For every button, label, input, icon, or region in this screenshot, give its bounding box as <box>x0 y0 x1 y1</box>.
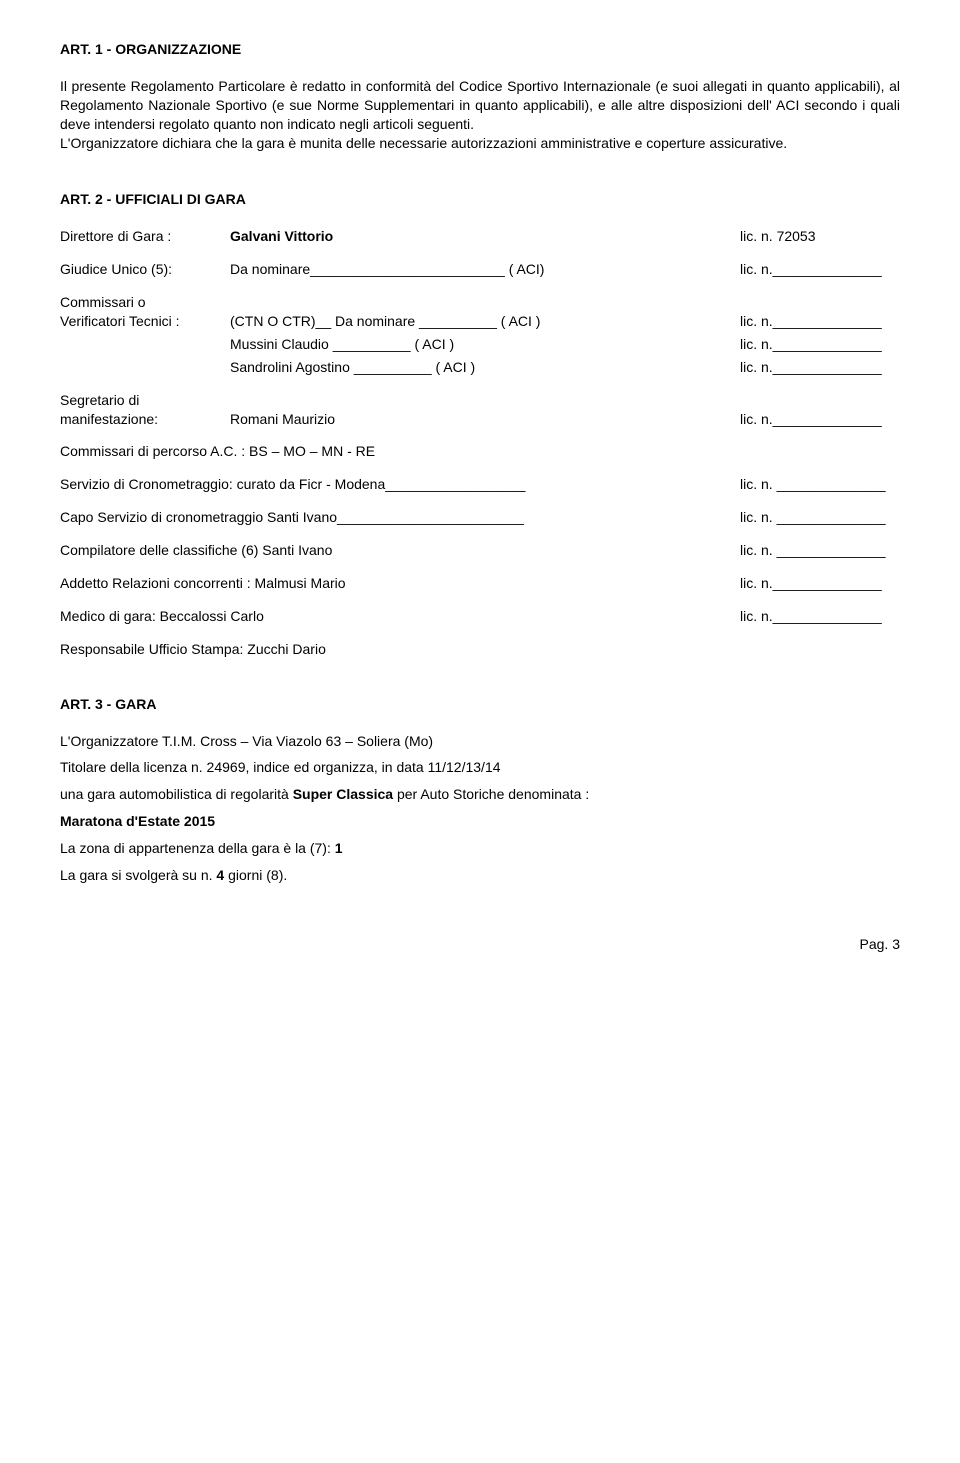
art3-line3: una gara automobilistica di regolarità S… <box>60 785 900 804</box>
cronometraggio-lic: lic. n. ______________ <box>740 475 900 494</box>
cronometraggio-text: Servizio di Cronometraggio: curato da Fi… <box>60 475 740 494</box>
commissari-percorso: Commissari di percorso A.C. : BS – MO – … <box>60 442 900 461</box>
verificatore-2-name: Sandrolini Agostino __________ ( ACI ) <box>230 358 740 377</box>
verificatore-2-lic: lic. n.______________ <box>740 358 900 377</box>
art3-line3-bold: Super Classica <box>293 786 393 802</box>
art3-line6-pre: La gara si svolgerà su n. <box>60 867 216 883</box>
art3-line1: L'Organizzatore T.I.M. Cross – Via Viazo… <box>60 732 900 751</box>
verificatore-1-lic: lic. n.______________ <box>740 335 900 354</box>
art1-body2: L'Organizzatore dichiara che la gara è m… <box>60 134 900 153</box>
segretario-name: Romani Maurizio <box>230 410 740 429</box>
art3-line3-pre: una gara automobilistica di regolarità <box>60 786 293 802</box>
art3-line6-post: giorni (8). <box>224 867 287 883</box>
art3-line4: Maratona d'Estate 2015 <box>60 812 900 831</box>
segretario-label1: Segretario di <box>60 391 900 410</box>
direttore-lic: lic. n. 72053 <box>740 227 900 246</box>
art3-line5-bold: 1 <box>335 840 343 856</box>
art3-line6: La gara si svolgerà su n. 4 giorni (8). <box>60 866 900 885</box>
responsabile-text: Responsabile Ufficio Stampa: Zucchi Dari… <box>60 640 900 659</box>
commissari-label: Commissari o <box>60 293 900 312</box>
direttore-name: Galvani Vittorio <box>230 227 740 246</box>
page-number: Pag. 3 <box>60 935 900 954</box>
caposervizio-lic: lic. n. ______________ <box>740 508 900 527</box>
spacer <box>60 335 230 354</box>
addetto-text: Addetto Relazioni concorrenti : Malmusi … <box>60 574 740 593</box>
art1-body: Il presente Regolamento Particolare è re… <box>60 77 900 134</box>
art2-title: ART. 2 - UFFICIALI DI GARA <box>60 190 900 209</box>
giudice-name: Da nominare_________________________ ( A… <box>230 260 740 279</box>
compilatore-lic: lic. n. ______________ <box>740 541 900 560</box>
compilatore-text: Compilatore delle classifiche (6) Santi … <box>60 541 740 560</box>
addetto-lic: lic. n.______________ <box>740 574 900 593</box>
verificatore-0-name: (CTN O CTR)__ Da nominare __________ ( A… <box>230 312 740 331</box>
art1-title: ART. 1 - ORGANIZZAZIONE <box>60 40 900 59</box>
caposervizio-text: Capo Servizio di cronometraggio Santi Iv… <box>60 508 740 527</box>
art3-line5-pre: La zona di appartenenza della gara è la … <box>60 840 335 856</box>
direttore-label: Direttore di Gara : <box>60 227 230 246</box>
verificatore-1-name: Mussini Claudio __________ ( ACI ) <box>230 335 740 354</box>
giudice-label: Giudice Unico (5): <box>60 260 230 279</box>
art3-line5: La zona di appartenenza della gara è la … <box>60 839 900 858</box>
art3-title: ART. 3 - GARA <box>60 695 900 714</box>
medico-lic: lic. n.______________ <box>740 607 900 626</box>
medico-text: Medico di gara: Beccalossi Carlo <box>60 607 740 626</box>
art3-line3-post: per Auto Storiche denominata : <box>393 786 589 802</box>
verificatore-0-lic: lic. n.______________ <box>740 312 900 331</box>
segretario-lic: lic. n.______________ <box>740 410 900 429</box>
spacer <box>60 358 230 377</box>
segretario-label2: manifestazione: <box>60 410 230 429</box>
verificatori-label: Verificatori Tecnici : <box>60 312 230 331</box>
giudice-lic: lic. n.______________ <box>740 260 900 279</box>
art3-line2: Titolare della licenza n. 24969, indice … <box>60 758 900 777</box>
